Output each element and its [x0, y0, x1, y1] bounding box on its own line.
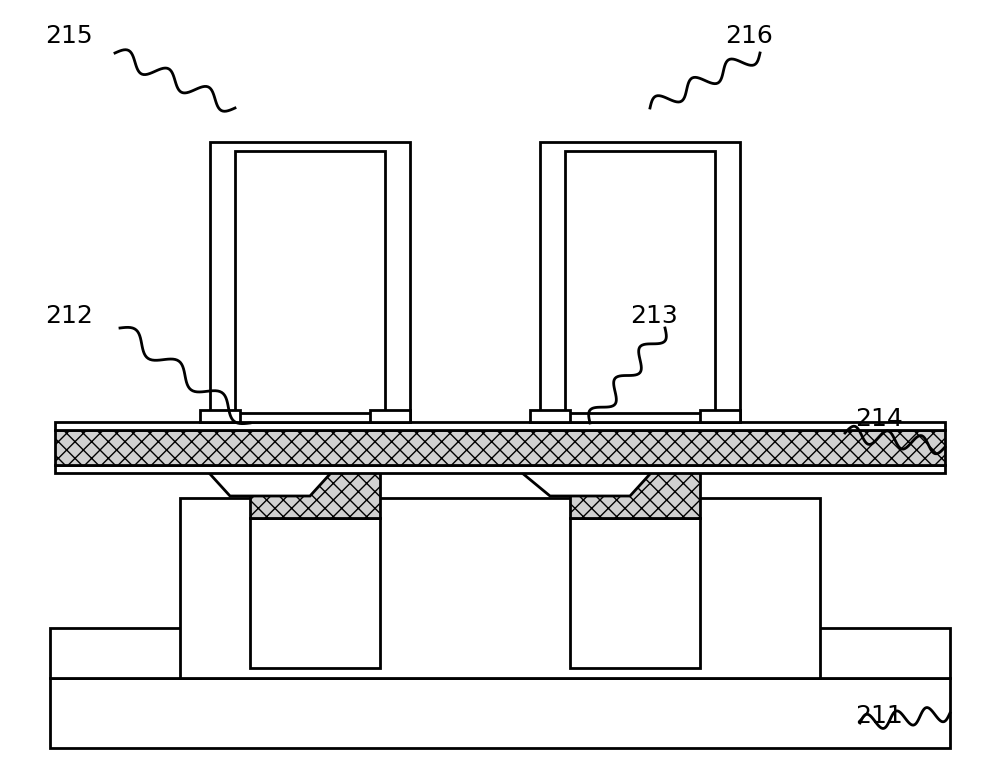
Text: 212: 212 [45, 304, 93, 328]
Polygon shape [200, 463, 340, 496]
Bar [200, 410, 240, 422]
Bar [800, 628, 950, 678]
Bar [530, 410, 570, 422]
Text: 214: 214 [855, 407, 903, 431]
Text: 216: 216 [725, 24, 773, 48]
Text: 213: 213 [630, 304, 678, 328]
Bar [50, 678, 950, 748]
Bar [540, 142, 740, 422]
Text: 211: 211 [855, 704, 903, 728]
Polygon shape [510, 463, 660, 496]
Bar [250, 518, 380, 668]
Text: 215: 215 [45, 24, 93, 48]
Bar [570, 463, 700, 518]
Bar [55, 430, 945, 465]
Bar [55, 422, 945, 430]
Bar [565, 151, 715, 413]
Bar [210, 142, 410, 422]
Bar [180, 498, 820, 678]
Bar [235, 151, 385, 413]
Bar [250, 463, 380, 518]
Bar [55, 465, 945, 473]
Bar [370, 410, 410, 422]
Bar [570, 518, 700, 668]
Bar [50, 628, 200, 678]
Bar [700, 410, 740, 422]
